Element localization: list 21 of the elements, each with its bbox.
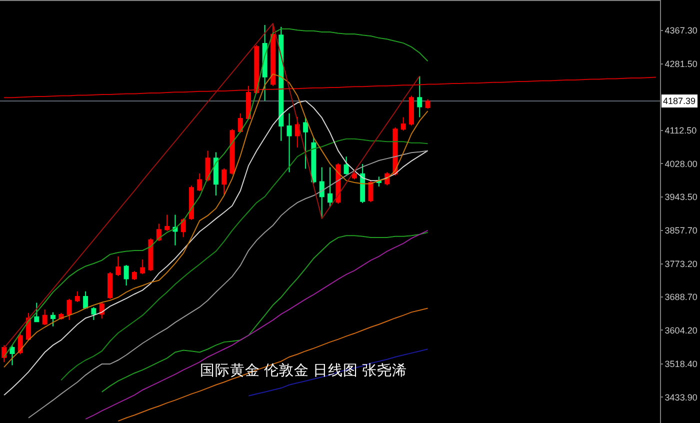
candlestick [140,259,146,275]
candlestick [66,298,72,321]
candlestick [42,308,48,326]
candlestick [83,290,88,310]
candlestick [124,264,129,286]
candlestick [188,185,194,220]
candlestick [172,214,178,246]
candlestick [132,270,137,280]
candlestick [116,256,121,277]
candlestick [2,344,7,363]
candlestick [74,290,80,302]
candlestick [34,302,40,323]
candlestick [197,172,202,192]
candlestick [10,344,15,366]
candlestick [50,312,56,327]
candlestick [91,306,96,321]
candlestick [180,218,186,238]
candlestick [164,214,170,232]
candlestick [156,223,162,242]
candlestick [148,238,154,272]
candlestick [108,272,112,300]
